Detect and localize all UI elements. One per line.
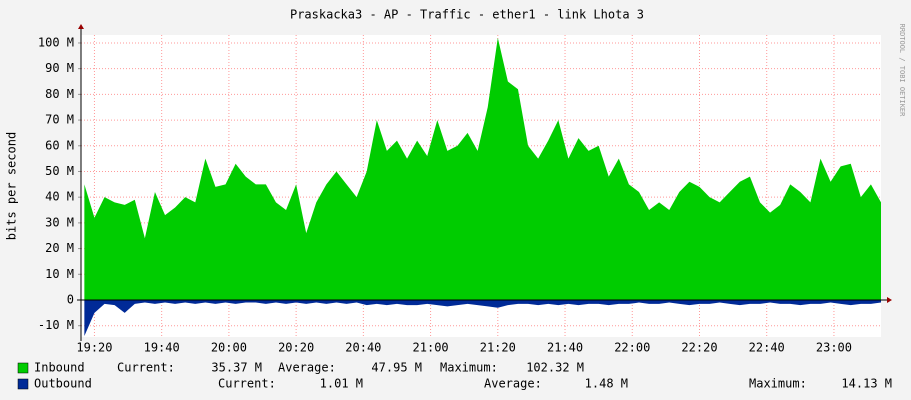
y-tick-label: 90 M: [45, 61, 74, 75]
legend-swatch: [17, 378, 29, 390]
x-tick-label: 20:40: [345, 341, 381, 355]
stat-value: 47.95 M: [371, 361, 422, 375]
x-tick-label: 22:40: [749, 341, 785, 355]
legend: Inbound Current: 35.37 M Average: 47.95 M Max…: [17, 361, 892, 391]
y-tick-label: 20 M: [45, 241, 74, 255]
stat-value: 1.48 M: [585, 377, 628, 391]
x-tick-label: 21:00: [413, 341, 449, 355]
legend-label: Outbound: [34, 377, 92, 391]
stat-label: Current:: [218, 377, 276, 391]
x-tick-label: 21:20: [480, 341, 516, 355]
stat-label: Current:: [117, 361, 175, 375]
x-tick-label: 19:20: [76, 341, 112, 355]
stat-value: 102.32 M: [526, 361, 584, 375]
y-tick-label: 40 M: [45, 190, 74, 204]
y-tick-label: 30 M: [45, 215, 74, 229]
y-tick-label: -10 M: [38, 318, 74, 332]
stat-value: 35.37 M: [211, 361, 262, 375]
x-tick-label: 23:00: [816, 341, 852, 355]
x-tick-label: 20:00: [211, 341, 247, 355]
legend-swatch: [17, 362, 29, 374]
y-tick-label: 80 M: [45, 87, 74, 101]
area: [84, 37, 882, 300]
y-tick-label: 70 M: [45, 113, 74, 127]
x-tick-label: 19:40: [144, 341, 180, 355]
y-tick-label: 50 M: [45, 164, 74, 178]
legend-label: Inbound: [34, 361, 85, 375]
y-tick-label: 10 M: [45, 267, 74, 281]
stat-label: Average:: [484, 377, 542, 391]
chart-title: Praskacka3 - AP - Traffic - ether1 - lin…: [290, 8, 644, 22]
y-tick-label: 0: [67, 292, 74, 306]
stat-label: Maximum:: [749, 377, 807, 391]
area: [84, 299, 882, 336]
stat-label: Maximum:: [440, 361, 498, 375]
x-tick-label: 20:20: [278, 341, 314, 355]
axis-arrow: [78, 24, 84, 29]
y-axis-label: bits per second: [5, 132, 19, 240]
y-tick-label: 60 M: [45, 138, 74, 152]
plot: [84, 37, 882, 336]
axes: -10 M 0 10 M 20 M 30 M 40 M 50 M 60 M 70 M 80 M 90…: [38, 24, 892, 355]
axis-arrow: [887, 296, 892, 303]
stat-label: Average:: [278, 361, 336, 375]
watermark: RRDTOOL / TOBI OETIKER: [898, 24, 906, 118]
x-tick-label: 22:00: [614, 341, 650, 355]
x-tick-label: 21:40: [547, 341, 583, 355]
stat-value: 1.01 M: [320, 377, 363, 391]
x-tick-label: 22:20: [681, 341, 717, 355]
y-tick-label: 100 M: [38, 35, 74, 49]
stat-value: 14.13 M: [841, 377, 892, 391]
